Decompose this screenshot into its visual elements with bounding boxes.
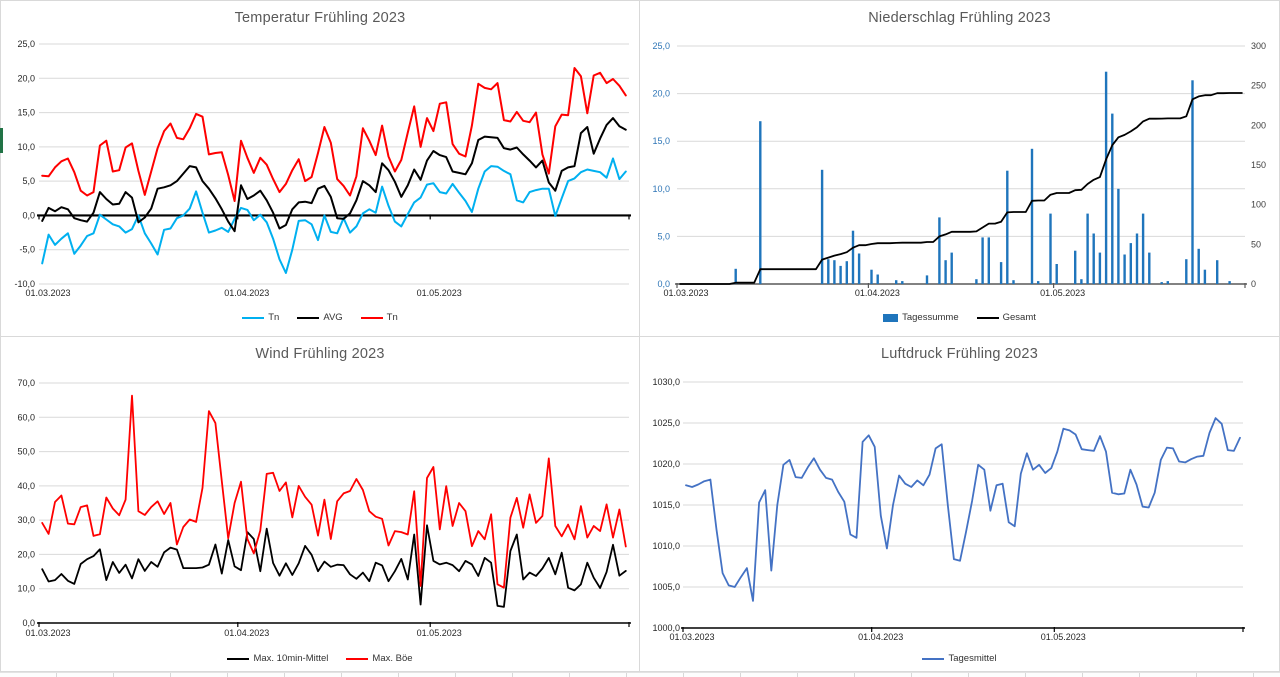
- tx-line-swatch: [360, 316, 383, 319]
- svg-text:70,0: 70,0: [17, 378, 35, 388]
- svg-text:5,0: 5,0: [657, 231, 670, 241]
- legend-item-tn-min: Tn: [242, 312, 279, 323]
- svg-text:01.05.2023: 01.05.2023: [1040, 288, 1085, 298]
- legend-item-10min-mittel: Max. 10min-Mittel: [227, 653, 328, 664]
- svg-text:300: 300: [1251, 41, 1266, 51]
- pressure-chart-panel[interactable]: Luftdruck Frühling 2023 1030,0 1025,0 1020…: [639, 336, 1280, 672]
- legend-item-tagesmittel: Tagesmittel: [922, 653, 997, 664]
- temperature-legend: Tn AVG Tn: [1, 312, 639, 323]
- svg-text:01.04.2023: 01.04.2023: [858, 632, 903, 642]
- svg-text:10,0: 10,0: [652, 184, 670, 194]
- svg-text:01.04.2023: 01.04.2023: [855, 288, 900, 298]
- svg-text:01.03.2023: 01.03.2023: [663, 288, 708, 298]
- svg-text:-10,0: -10,0: [14, 279, 35, 289]
- svg-text:15,0: 15,0: [17, 108, 35, 118]
- legend-item-boe: Max. Böe: [346, 653, 413, 664]
- svg-text:1000,0: 1000,0: [652, 623, 680, 633]
- wind-plot-area: 70,0 60,0 50,0 40,0 30,0 20,0 10,0 0,001.03.202…: [17, 378, 631, 638]
- svg-text:0,0: 0,0: [657, 279, 670, 289]
- gesamt-line-swatch: [976, 316, 999, 319]
- temperature-plot-area: 25,0 20,0 15,0 10,0 5,0 0,0 -5,0 -10,001.03.202…: [14, 39, 631, 298]
- svg-text:01.03.2023: 01.03.2023: [25, 628, 70, 638]
- boe-line-swatch: [346, 657, 369, 660]
- svg-text:200: 200: [1251, 120, 1266, 130]
- svg-text:1015,0: 1015,0: [652, 500, 680, 510]
- wind-legend: Max. 10min-Mittel Max. Böe: [1, 653, 639, 664]
- legend-item-gesamt: Gesamt: [976, 312, 1036, 323]
- svg-text:25,0: 25,0: [652, 41, 670, 51]
- svg-text:1030,0: 1030,0: [652, 377, 680, 387]
- svg-text:100: 100: [1251, 200, 1266, 210]
- svg-text:0: 0: [1251, 279, 1256, 289]
- precipitation-chart-panel[interactable]: Niederschlag Frühling 2023 25,0 20,0 15,0 1…: [639, 0, 1280, 337]
- tagesmittel-line-swatch: [922, 657, 945, 660]
- pressure-plot-area: 1030,0 1025,0 1020,0 1015,0 1010,0 1005,0 1000…: [652, 377, 1245, 642]
- svg-text:20,0: 20,0: [17, 549, 35, 559]
- svg-text:50,0: 50,0: [17, 447, 35, 457]
- precipitation-plot-area: 25,0 20,0 15,0 10,0 5,0 0,0 300 250 200 150 100 50 0…: [652, 41, 1266, 298]
- svg-text:01.05.2023: 01.05.2023: [417, 628, 462, 638]
- legend-item-tn-max: Tn: [360, 312, 398, 323]
- svg-text:250: 250: [1251, 81, 1266, 91]
- svg-text:1010,0: 1010,0: [652, 541, 680, 551]
- svg-text:01.04.2023: 01.04.2023: [224, 288, 269, 298]
- svg-text:30,0: 30,0: [17, 515, 35, 525]
- worksheet-edge-highlight: [0, 128, 3, 153]
- svg-text:10,0: 10,0: [17, 584, 35, 594]
- svg-text:01.04.2023: 01.04.2023: [224, 628, 269, 638]
- avg-line-swatch: [297, 316, 320, 319]
- tagessumme-bar-swatch: [883, 313, 899, 322]
- mittel-line-swatch: [227, 657, 250, 660]
- svg-text:40,0: 40,0: [17, 481, 35, 491]
- wind-chart-title: Wind Frühling 2023: [255, 346, 385, 362]
- svg-text:15,0: 15,0: [652, 136, 670, 146]
- svg-text:0,0: 0,0: [22, 618, 35, 628]
- legend-item-tagessumme: Tagessumme: [883, 312, 959, 323]
- pressure-legend: Tagesmittel: [640, 653, 1279, 664]
- svg-text:5,0: 5,0: [22, 176, 35, 186]
- svg-text:10,0: 10,0: [17, 142, 35, 152]
- svg-text:20,0: 20,0: [652, 89, 670, 99]
- pressure-chart-title: Luftdruck Frühling 2023: [881, 346, 1038, 362]
- svg-text:1020,0: 1020,0: [652, 459, 680, 469]
- svg-text:20,0: 20,0: [17, 73, 35, 83]
- svg-text:01.03.2023: 01.03.2023: [25, 288, 70, 298]
- svg-text:01.05.2023: 01.05.2023: [417, 288, 462, 298]
- precipitation-chart-title: Niederschlag Frühling 2023: [868, 10, 1051, 26]
- svg-text:50: 50: [1251, 239, 1261, 249]
- legend-item-avg: AVG: [297, 312, 343, 323]
- svg-text:0,0: 0,0: [22, 210, 35, 220]
- svg-text:01.03.2023: 01.03.2023: [669, 632, 714, 642]
- svg-text:-5,0: -5,0: [19, 245, 35, 255]
- temperature-chart-title: Temperatur Frühling 2023: [234, 10, 406, 26]
- worksheet-cells-strip: [0, 672, 1280, 677]
- svg-text:01.05.2023: 01.05.2023: [1041, 632, 1086, 642]
- temperature-chart-panel[interactable]: Temperatur Frühling 2023 25,0 20,0 15,0 10,…: [0, 0, 640, 337]
- svg-text:60,0: 60,0: [17, 412, 35, 422]
- wind-chart-panel[interactable]: Wind Frühling 2023 70,0 60,0 50,0 40,0 30,0 2…: [0, 336, 640, 672]
- svg-text:150: 150: [1251, 160, 1266, 170]
- svg-text:1025,0: 1025,0: [652, 418, 680, 428]
- precipitation-legend: Tagessumme Gesamt: [640, 312, 1279, 323]
- svg-text:25,0: 25,0: [17, 39, 35, 49]
- svg-text:1005,0: 1005,0: [652, 582, 680, 592]
- tn-line-swatch: [242, 316, 265, 319]
